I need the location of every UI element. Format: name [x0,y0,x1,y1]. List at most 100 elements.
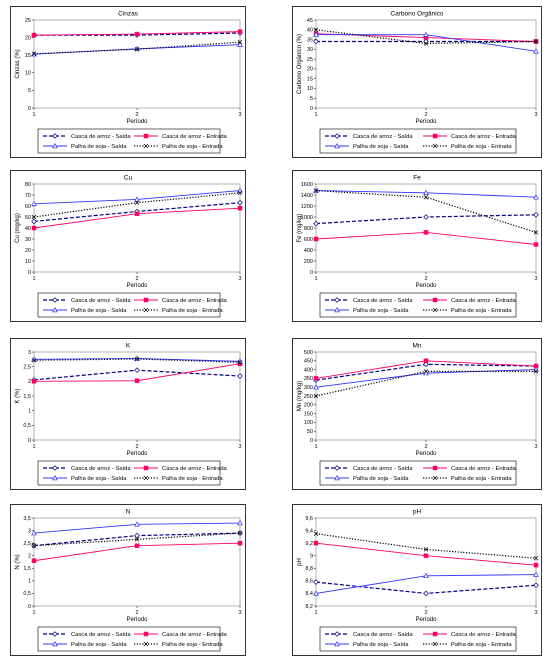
legend-entry: Casca de arroz - Saída [71,466,131,472]
data-point [423,230,429,235]
series-2 [31,361,243,384]
data-point [134,532,140,539]
legend-marker [432,641,438,647]
x-tick-label: 1 [314,276,317,282]
data-point [313,590,319,596]
data-point [423,547,429,552]
data-point [237,199,243,206]
chart-title: Cu [124,175,133,182]
legend-marker [334,474,340,481]
y-tick-label: 3,5 [23,516,31,522]
data-point [313,376,319,381]
data-point [423,41,429,46]
legend-entry: Palha de soja - Saída [353,308,409,314]
data-point [237,373,243,379]
series-4 [313,531,539,561]
data-point [423,194,429,200]
x-tick-label: 2 [135,444,138,450]
legend-marker [334,142,340,149]
data-point [423,189,429,195]
legend-box [319,626,517,652]
y-tick-label: 1 [28,579,31,585]
x-tick-label: 3 [238,112,241,118]
data-point [313,220,319,227]
legend: Casca de arroz - Saída Casca de arroz - E… [37,292,228,318]
data-point [134,378,140,383]
legend-entry: Palha de soja - Entrada [162,476,223,482]
data-point [423,361,429,368]
chart-panel-5: K 0 0,5 1 1,5 2 2,5 3 1 2 3 Período K (%) Casca de ar… [10,338,246,490]
data-point [313,579,319,585]
legend: Casca de arroz - Saída Casca de arroz - E… [37,128,228,154]
y-tick-label: 0 [28,604,31,610]
legend-entry: Palha de soja - Saída [71,308,127,314]
y-axis-label: K (%) [15,388,21,403]
y-axis-label: N (%) [15,554,21,569]
chart-panel-1: Cinzas 0 5 10 15 20 25 1 2 3 Período Cinzas (%) Casc… [10,6,246,158]
data-point [134,31,140,37]
data-point [313,393,319,399]
y-axis-label: pH [297,558,303,566]
x-tick-label: 2 [424,112,427,118]
legend-box [319,460,517,486]
data-point [423,590,429,597]
chart-panel-7: N 0 0,5 1 1,5 2 2,5 3 3,5 1 2 3 Período N (%) Casca de… [10,504,246,656]
y-tick-label: 0 [310,106,313,112]
legend-entry: Casca de arroz - Saída [71,298,131,304]
legend-box [37,128,221,154]
y-tick-label: 400 [304,248,313,254]
x-tick-label: 1 [314,444,317,450]
legend-marker [52,640,58,647]
y-tick-label: 200 [304,259,313,265]
data-point [237,205,243,211]
y-tick-label: 450 [304,359,313,365]
data-point [31,357,37,363]
legend-marker [52,465,58,471]
data-point [423,369,429,374]
chart-title: pH [413,509,422,516]
y-tick-label: 70 [25,193,31,199]
legend-marker [52,306,58,313]
data-point [313,188,319,193]
series-line [315,533,537,559]
legend-entry: Palha de soja - Entrada [451,144,512,150]
data-point [313,236,319,242]
data-point [134,46,140,52]
chart-title: Carbono Orgânico [390,11,443,18]
data-point [533,369,539,374]
y-tick-label: 300 [304,385,313,391]
legend-entry: Palha de soja - Entrada [162,144,223,150]
data-point [31,543,37,548]
data-point [31,218,37,225]
data-point [533,571,539,577]
legend-box [319,128,517,154]
data-point [423,31,429,37]
series-line [33,41,241,55]
y-tick-label: 30 [25,237,31,243]
x-tick-label: 3 [534,610,537,616]
series-2 [313,540,539,568]
legend-entry: Palha de soja - Saída [71,144,127,150]
legend-entry: Palha de soja - Entrada [451,476,512,482]
y-tick-label: 8,4 [305,591,313,597]
data-point [533,242,539,247]
y-tick-label: 1 [28,408,31,414]
y-tick-label: 50 [25,215,31,221]
y-tick-label: 0,5 [23,423,31,429]
plot-area [315,183,537,273]
chart-title: K [126,343,131,350]
y-tick-label: 500 [304,350,313,356]
y-tick-label: 9 [310,554,313,560]
legend-box [37,292,221,318]
series-1 [313,579,539,597]
legend: Casca de arroz - Saída Casca de arroz - E… [37,626,228,652]
series-4 [31,530,243,548]
series-2 [31,205,243,231]
legend-box [37,460,221,486]
legend: Casca de arroz - Saída Casca de arroz - E… [37,460,228,486]
legend-entry: Casca de arroz - Saída [71,632,131,638]
y-tick-label: 8,2 [305,604,313,610]
y-tick-label: 250 [304,394,313,400]
legend: Casca de arroz - Saída Casca de arroz - E… [319,292,517,318]
data-point [533,212,539,218]
